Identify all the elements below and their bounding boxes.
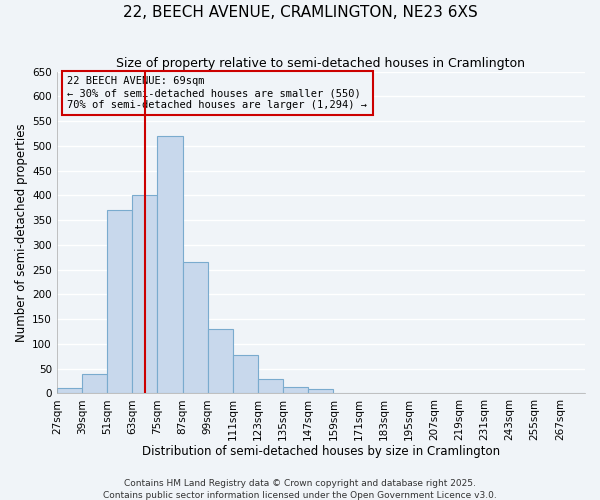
Bar [208, 329, 233, 394]
Bar [82, 374, 107, 394]
Bar [308, 390, 334, 394]
Bar [157, 136, 182, 394]
Bar [57, 388, 82, 394]
Bar [258, 378, 283, 394]
Bar [283, 387, 308, 394]
Bar [107, 210, 132, 394]
Title: Size of property relative to semi-detached houses in Cramlington: Size of property relative to semi-detach… [116, 58, 526, 70]
Text: Contains HM Land Registry data © Crown copyright and database right 2025.
Contai: Contains HM Land Registry data © Crown c… [103, 478, 497, 500]
Text: 22 BEECH AVENUE: 69sqm
← 30% of semi-detached houses are smaller (550)
70% of se: 22 BEECH AVENUE: 69sqm ← 30% of semi-det… [67, 76, 367, 110]
Y-axis label: Number of semi-detached properties: Number of semi-detached properties [15, 123, 28, 342]
Bar [182, 262, 208, 394]
X-axis label: Distribution of semi-detached houses by size in Cramlington: Distribution of semi-detached houses by … [142, 444, 500, 458]
Text: 22, BEECH AVENUE, CRAMLINGTON, NE23 6XS: 22, BEECH AVENUE, CRAMLINGTON, NE23 6XS [122, 5, 478, 20]
Bar [132, 196, 157, 394]
Bar [233, 354, 258, 394]
